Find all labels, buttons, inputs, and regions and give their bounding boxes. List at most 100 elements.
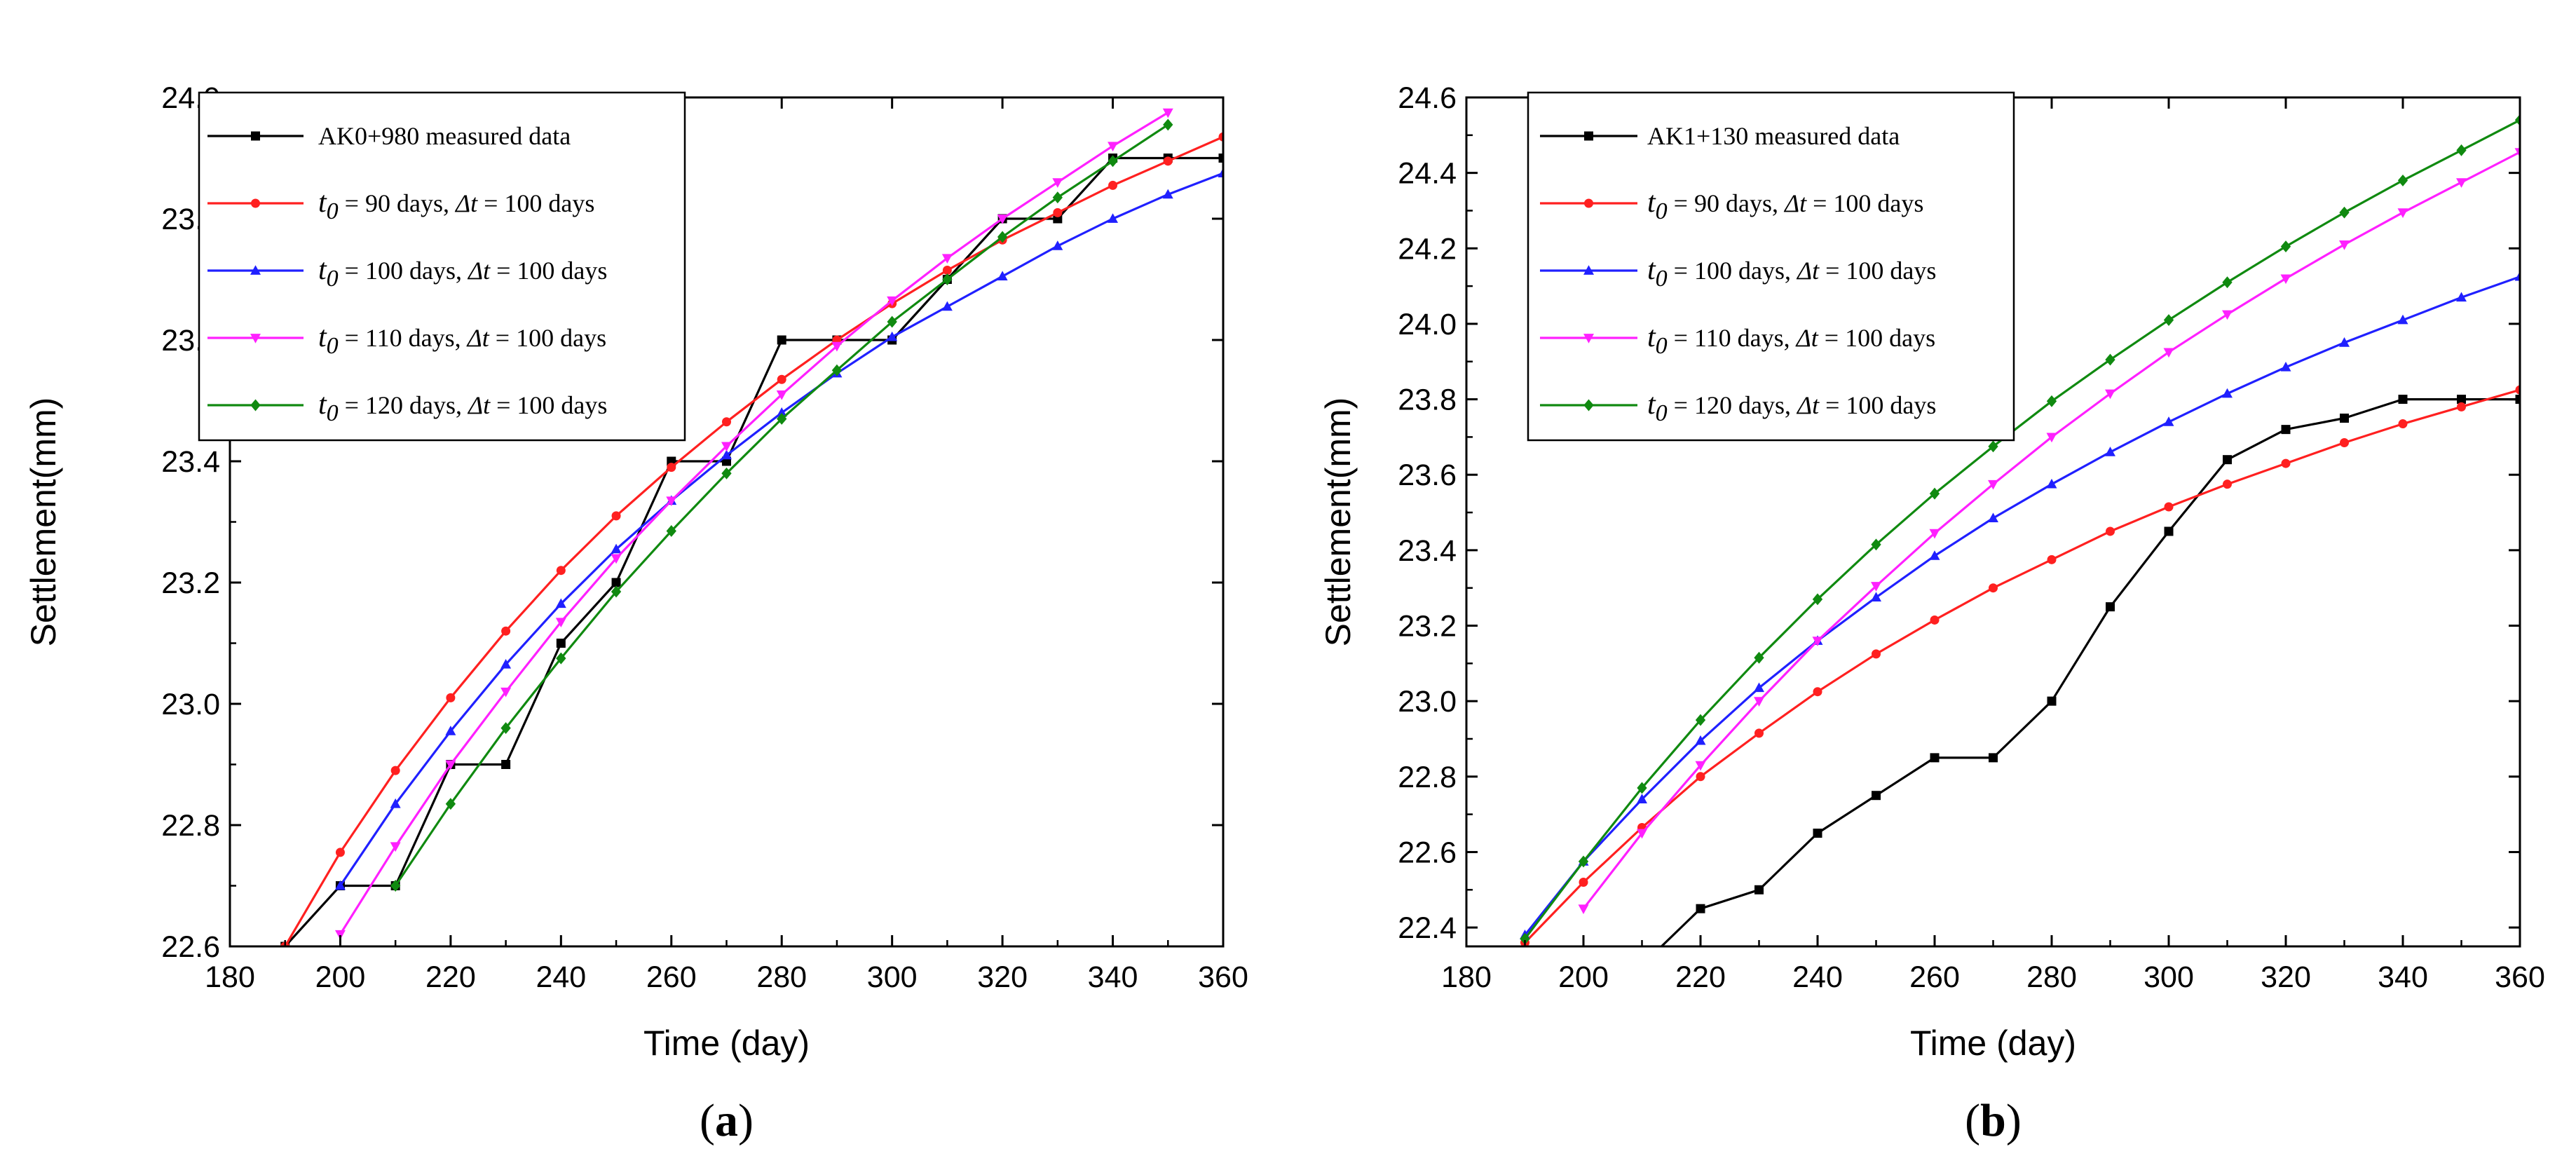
data-point — [722, 417, 731, 427]
data-point — [1162, 108, 1173, 118]
data-point — [2457, 395, 2466, 404]
legend-delta: Δt — [467, 391, 491, 419]
legend-label: t0 = 120 days, Δt = 100 days — [318, 388, 607, 426]
y-tick-label: 24.6 — [1398, 81, 1457, 115]
data-point — [1872, 791, 1881, 801]
series-4 — [1578, 148, 2520, 914]
data-point — [390, 766, 400, 775]
y-tick-label: 22.6 — [1398, 836, 1457, 869]
data-point — [1162, 189, 1173, 199]
data-point — [941, 254, 953, 264]
data-point — [721, 467, 732, 480]
data-point — [2223, 480, 2232, 489]
y-tick-label: 22.8 — [1398, 761, 1457, 794]
data-point — [1812, 637, 1823, 646]
x-tick-label: 360 — [2495, 960, 2545, 994]
y-tick-label: 23.6 — [1398, 458, 1457, 492]
data-point — [1637, 829, 1647, 839]
data-point — [887, 331, 898, 341]
panel-paren-close: ) — [738, 1095, 754, 1146]
data-point — [941, 301, 953, 311]
data-point — [667, 463, 676, 472]
data-point — [2163, 314, 2174, 327]
legend-item-4: t0 = 110 days, Δt = 100 days — [207, 321, 606, 359]
data-point — [1108, 213, 1119, 223]
data-point — [2163, 416, 2174, 426]
legend-marker — [1584, 198, 1593, 208]
data-point — [2105, 353, 2115, 366]
x-tick-label: 340 — [1088, 960, 1138, 994]
data-point — [1930, 753, 1940, 763]
y-tick-label: 22.6 — [161, 930, 220, 964]
legend-marker — [251, 131, 260, 141]
data-point — [887, 315, 897, 328]
legend-label: t0 = 100 days, Δt = 100 days — [318, 254, 607, 292]
data-point — [1871, 592, 1881, 601]
legend-marker — [251, 198, 260, 208]
legend-marker — [1583, 334, 1594, 344]
data-point — [1637, 960, 1647, 970]
chart-panel-a: 180 200 220 240 260 280 300 320 340 360 22.6 22.8 23… — [24, 81, 1248, 1146]
data-point — [2398, 395, 2408, 404]
legend-label: t0 = 110 days, Δt = 100 days — [318, 321, 606, 359]
data-point — [500, 687, 512, 698]
data-point — [2280, 362, 2291, 372]
data-point — [777, 374, 786, 384]
x-tick-label: 320 — [2261, 960, 2311, 994]
data-point — [1108, 155, 1118, 168]
data-point — [1929, 487, 1940, 500]
legend-label: t0 = 120 days, Δt = 100 days — [1647, 388, 1936, 426]
legend-label: t0 = 90 days, Δt = 100 days — [1647, 186, 1923, 224]
legend-box — [198, 91, 686, 442]
legend-tail: = 100 days — [489, 324, 606, 352]
data-point — [445, 798, 456, 810]
panel-letter: a — [715, 1095, 738, 1146]
data-point — [1988, 480, 1998, 490]
data-point — [1108, 142, 1119, 151]
legend-mid: = 110 days, — [1668, 324, 1797, 352]
data-point — [2339, 206, 2350, 219]
data-point — [1929, 529, 1940, 539]
data-point — [2281, 425, 2291, 435]
data-point — [390, 880, 401, 892]
legend-mid: = 120 days, — [339, 391, 468, 419]
legend-item-1: AK0+980 measured data — [207, 122, 571, 150]
legend-t: t — [1647, 321, 1656, 353]
data-point — [390, 798, 401, 808]
legend-t: t — [1647, 388, 1656, 421]
x-tick-label: 200 — [315, 960, 366, 994]
data-point — [2047, 696, 2057, 706]
x-tick-label: 280 — [756, 960, 807, 994]
data-point — [2514, 114, 2520, 126]
data-point — [2280, 240, 2291, 253]
panel-label: (b) — [1965, 1095, 2022, 1146]
data-point — [997, 231, 1008, 243]
series-4 — [334, 108, 1173, 940]
data-point — [721, 449, 732, 460]
y-tick-label: 24.4 — [1398, 157, 1457, 191]
data-point — [2047, 555, 2057, 564]
legend-delta: Δt — [1796, 257, 1820, 285]
x-tick-label: 200 — [1558, 960, 1609, 994]
data-point — [2397, 208, 2408, 218]
legend-delta: Δt — [1796, 391, 1820, 419]
legend-delta: Δt — [466, 324, 490, 352]
legend-t: t — [318, 321, 327, 353]
data-point — [1813, 829, 1822, 838]
panel-paren-open: ( — [700, 1095, 715, 1146]
data-point — [2398, 419, 2408, 429]
data-point — [555, 618, 566, 628]
data-point — [2105, 447, 2115, 456]
x-tick-label: 360 — [1198, 960, 1248, 994]
x-tick-label: 260 — [646, 960, 697, 994]
legend-item-2: t0 = 90 days, Δt = 100 days — [1540, 186, 1923, 224]
y-tick-label: 22.8 — [161, 809, 220, 843]
series-2 — [280, 132, 1223, 946]
data-point — [2456, 144, 2467, 156]
legend-subscript: 0 — [1656, 266, 1668, 292]
legend-item-3: t0 = 100 days, Δt = 100 days — [207, 254, 607, 292]
data-point — [2280, 274, 2291, 285]
y-tick-label: 23.2 — [161, 566, 220, 600]
series-line — [1524, 388, 2520, 944]
series-2 — [1520, 385, 2520, 946]
